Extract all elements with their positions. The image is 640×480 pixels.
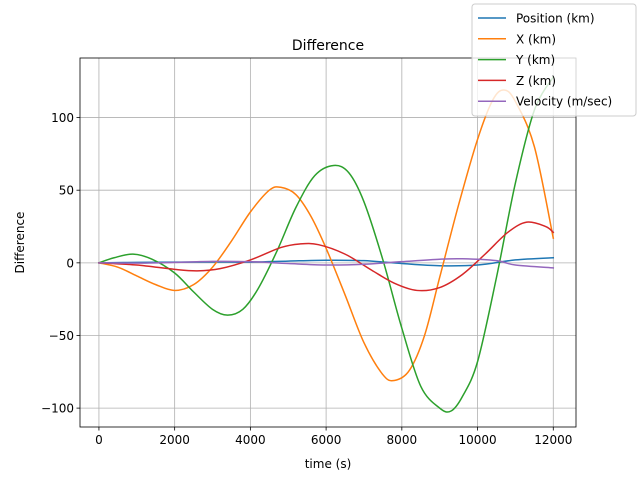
- x-tick-label: 10000: [458, 433, 496, 447]
- series-line-2: [97, 75, 555, 413]
- x-tick-label: 6000: [311, 433, 342, 447]
- x-tick-label: 8000: [387, 433, 418, 447]
- plot-frame: [79, 57, 577, 428]
- legend-box: [471, 3, 637, 117]
- y-tick-label: 100: [51, 111, 74, 125]
- legend-label: X (km): [516, 32, 556, 46]
- chart-title: Difference: [292, 38, 364, 54]
- x-tick-label: 0: [95, 433, 103, 447]
- x-tick-label: 4000: [235, 433, 266, 447]
- legend-label: Velocity (m/sec): [516, 95, 612, 109]
- legend-label: Z (km): [516, 74, 556, 88]
- y-tick-label: −50: [49, 329, 74, 343]
- x-axis-label: time (s): [305, 457, 352, 471]
- series-line-4: [98, 257, 555, 269]
- y-tick-label: 50: [59, 184, 74, 198]
- y-tick-label: 0: [66, 256, 74, 270]
- x-tick-label: 12000: [534, 433, 572, 447]
- axis-ticks: 0 2000 4000 6000 8000 10000 12000 −100 −50 0 50 100: [41, 111, 572, 447]
- x-tick-label: 2000: [159, 433, 190, 447]
- legend: Position (km) X (km) Y (km) Z (km) Velocity …: [471, 3, 637, 117]
- legend-label: Y (km): [515, 53, 555, 67]
- legend-label: Position (km): [516, 12, 595, 26]
- y-axis-label: Difference: [13, 212, 27, 274]
- y-tick-label: −100: [41, 402, 74, 416]
- series-line-3: [98, 221, 555, 292]
